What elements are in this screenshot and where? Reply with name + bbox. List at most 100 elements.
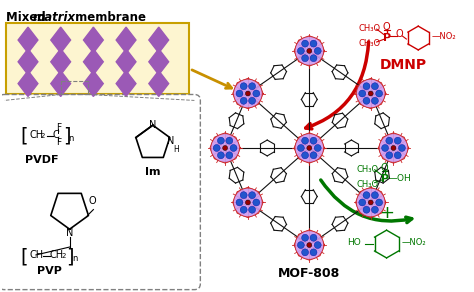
Circle shape <box>301 249 309 256</box>
Circle shape <box>394 152 401 159</box>
Circle shape <box>297 47 304 54</box>
Bar <box>6 23 190 95</box>
Text: +: + <box>379 204 394 223</box>
Circle shape <box>236 90 243 97</box>
Text: C: C <box>53 130 60 140</box>
Text: Mixed: Mixed <box>6 11 50 24</box>
Circle shape <box>236 199 243 206</box>
Text: CH₃O: CH₃O <box>359 24 381 33</box>
Circle shape <box>356 79 385 108</box>
Text: PVP: PVP <box>37 266 62 276</box>
Circle shape <box>359 90 366 97</box>
Text: CH₃O: CH₃O <box>357 180 379 189</box>
Text: —NO₂: —NO₂ <box>431 32 456 41</box>
Text: O: O <box>381 163 388 173</box>
Circle shape <box>246 200 250 205</box>
Circle shape <box>240 97 247 104</box>
Circle shape <box>363 192 370 199</box>
Text: Im: Im <box>145 167 161 177</box>
Circle shape <box>310 55 317 62</box>
Circle shape <box>295 134 324 162</box>
Circle shape <box>310 249 317 256</box>
Bar <box>61 81 89 95</box>
Circle shape <box>386 137 393 144</box>
Circle shape <box>382 145 389 152</box>
Circle shape <box>372 97 378 104</box>
Circle shape <box>376 199 383 206</box>
Circle shape <box>379 134 408 162</box>
Circle shape <box>363 83 370 90</box>
Circle shape <box>301 137 309 144</box>
Circle shape <box>363 206 370 213</box>
Text: —OH: —OH <box>389 174 411 183</box>
Polygon shape <box>83 27 103 53</box>
Text: HO: HO <box>347 238 361 247</box>
Polygon shape <box>116 71 136 96</box>
Circle shape <box>314 145 321 152</box>
Circle shape <box>372 192 378 199</box>
Circle shape <box>307 243 312 248</box>
Text: H: H <box>174 145 180 154</box>
Circle shape <box>249 83 255 90</box>
Circle shape <box>301 55 309 62</box>
Polygon shape <box>51 71 71 96</box>
Text: O: O <box>383 22 391 32</box>
Text: ]: ] <box>63 126 70 145</box>
Text: —NO₂: —NO₂ <box>401 238 426 247</box>
Text: CH₃O: CH₃O <box>359 39 381 48</box>
Circle shape <box>240 192 247 199</box>
Circle shape <box>314 241 321 248</box>
Circle shape <box>249 206 255 213</box>
Polygon shape <box>51 49 71 75</box>
Circle shape <box>246 91 250 96</box>
Polygon shape <box>83 49 103 75</box>
Circle shape <box>363 97 370 104</box>
Polygon shape <box>18 71 38 96</box>
Text: P: P <box>383 33 391 43</box>
Circle shape <box>240 206 247 213</box>
Polygon shape <box>116 27 136 53</box>
Text: matrix: matrix <box>33 11 76 24</box>
Circle shape <box>218 137 224 144</box>
Circle shape <box>295 231 324 259</box>
Text: CH: CH <box>30 250 44 260</box>
Circle shape <box>234 79 262 108</box>
Circle shape <box>226 137 233 144</box>
Text: CH: CH <box>50 250 64 260</box>
Polygon shape <box>149 71 169 96</box>
Circle shape <box>399 145 405 152</box>
Circle shape <box>307 145 312 150</box>
Circle shape <box>213 145 220 152</box>
Circle shape <box>249 97 255 104</box>
Circle shape <box>223 145 228 150</box>
Circle shape <box>295 36 324 65</box>
Polygon shape <box>116 49 136 75</box>
Circle shape <box>301 40 309 47</box>
Text: ]: ] <box>67 247 74 266</box>
Circle shape <box>307 48 312 53</box>
Circle shape <box>391 145 396 150</box>
Circle shape <box>359 199 366 206</box>
Circle shape <box>310 40 317 47</box>
Circle shape <box>314 47 321 54</box>
Circle shape <box>301 152 309 159</box>
FancyBboxPatch shape <box>0 95 201 290</box>
Text: O: O <box>89 196 96 206</box>
Text: DMNP: DMNP <box>380 58 427 72</box>
Text: F: F <box>56 123 61 132</box>
Circle shape <box>211 134 239 162</box>
Circle shape <box>310 137 317 144</box>
Text: MOF-808: MOF-808 <box>278 267 340 280</box>
Circle shape <box>368 91 373 96</box>
Circle shape <box>372 206 378 213</box>
Text: O: O <box>395 29 403 39</box>
Circle shape <box>310 152 317 159</box>
Circle shape <box>376 90 383 97</box>
Polygon shape <box>51 27 71 53</box>
Text: F: F <box>56 138 61 147</box>
Circle shape <box>253 90 260 97</box>
Circle shape <box>386 152 393 159</box>
Circle shape <box>218 152 224 159</box>
Text: N: N <box>149 120 156 130</box>
Circle shape <box>356 188 385 217</box>
